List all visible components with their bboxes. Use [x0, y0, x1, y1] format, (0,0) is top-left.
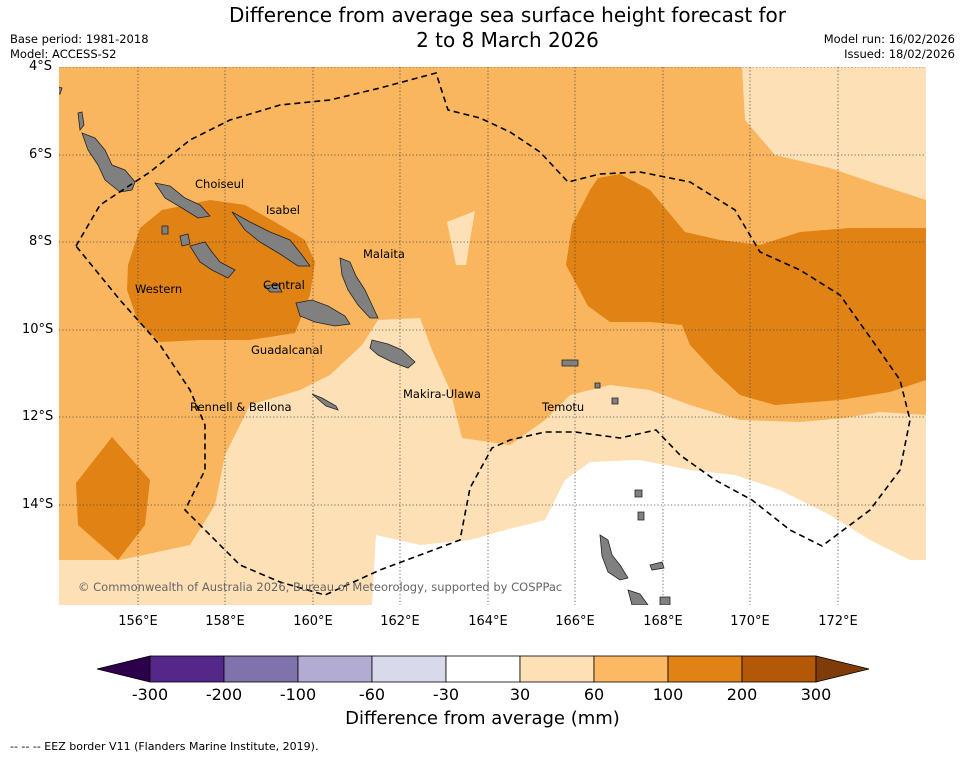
- region-label-makira-ulawa: Makira-Ulawa: [403, 387, 481, 401]
- island-banks: [634, 489, 643, 498]
- colorbar-bin-neg30-30: [445, 655, 521, 683]
- island-guadalcanal: [295, 299, 351, 327]
- colorbar-tick-neg300: -300: [131, 685, 169, 704]
- lat-label-12s: 12°S: [22, 409, 54, 424]
- island-utupua: [594, 382, 601, 389]
- colorbar-tick-60: 60: [583, 685, 605, 704]
- eez-footnote: -- -- -- EEZ border V11 (Flanders Marine…: [10, 740, 319, 753]
- island-vanikoro: [611, 397, 619, 405]
- lon-label-168e: 168°E: [643, 614, 683, 629]
- island-shortlands: [161, 225, 169, 235]
- region-label-malaita: Malaita: [363, 247, 405, 261]
- issued-date: Issued: 18/02/2026: [844, 47, 955, 61]
- sst-band-30-60-patch: [447, 211, 475, 265]
- graticule: [59, 67, 926, 605]
- eez-border: [75, 72, 911, 596]
- colorbar-title: Difference from average (mm): [345, 708, 620, 729]
- base-period: Base period: 1981-2018: [10, 32, 149, 46]
- island-new-ireland: [59, 86, 63, 95]
- colorbar-bin-100-200: [667, 655, 743, 683]
- island-pentecost: [659, 596, 671, 605]
- colorbar-tick-neg30: -30: [432, 685, 460, 704]
- island-choiseul: [154, 182, 211, 219]
- island-espiritu-santo: [599, 534, 629, 581]
- title-line-1: Difference from average sea surface heig…: [228, 3, 787, 27]
- lon-label-164e: 164°E: [468, 614, 508, 629]
- colorbar-bin-neg100-neg60: [297, 655, 373, 683]
- island-makira: [369, 339, 416, 369]
- lat-label-10s: 10°S: [22, 322, 54, 337]
- region-label-western: Western: [135, 282, 183, 296]
- colorbar-extend-min: [96, 655, 151, 683]
- lon-label-170e: 170°E: [730, 614, 770, 629]
- colorbar-tick-neg100: -100: [279, 685, 317, 704]
- colorbar-tick-neg200: -200: [205, 685, 243, 704]
- sst-band-30-60-ne: [742, 67, 926, 200]
- colorbar-tick-300: 300: [800, 685, 832, 704]
- title-line-2: 2 to 8 March 2026: [416, 28, 599, 52]
- colorbar-bin-neg200-neg100: [223, 655, 299, 683]
- island-bougainville: [81, 132, 136, 193]
- meta-left: Base period: 1981-2018 Model: ACCESS-S2: [10, 32, 149, 62]
- colorbar-tick-100: 100: [652, 685, 684, 704]
- region-label-rennell-bellona: Rennell & Bellona: [190, 400, 292, 414]
- map-title: Difference from average sea surface heig…: [0, 3, 965, 53]
- colorbar-bin-30-60: [519, 655, 595, 683]
- region-label-temotu: Temotu: [542, 400, 585, 414]
- region-label-isabel: Isabel: [266, 203, 301, 217]
- model-run: Model run: 16/02/2026: [823, 32, 955, 46]
- island-rennell: [311, 393, 339, 411]
- lon-label-160e: 160°E: [293, 614, 333, 629]
- lon-label-156e: 156°E: [118, 614, 158, 629]
- lon-label-162e: 162°E: [380, 614, 420, 629]
- island-santa-cruz: [561, 359, 579, 367]
- lat-label-4s: 4°S: [28, 59, 52, 74]
- island-vella: [179, 233, 191, 247]
- island-nissan: [77, 111, 85, 131]
- lon-label-172e: 172°E: [818, 614, 858, 629]
- island-malakula: [627, 589, 649, 605]
- copyright-notice: © Commonwealth of Australia 2026, Bureau…: [78, 580, 563, 594]
- model-name: Model: ACCESS-S2: [10, 47, 117, 61]
- colorbar-bin-60-100: [593, 655, 669, 683]
- island-torres: [637, 511, 645, 521]
- meta-right: Model run: 16/02/2026 Issued: 18/02/2026: [824, 32, 955, 62]
- region-label-guadalcanal: Guadalcanal: [251, 343, 323, 357]
- colorbar: [96, 655, 870, 683]
- colorbar-tick-30: 30: [509, 685, 531, 704]
- island-central: [264, 283, 283, 293]
- sst-band-100-200-sw: [76, 437, 150, 560]
- island-malaita: [339, 257, 379, 319]
- colorbar-extend-max: [815, 655, 870, 683]
- lat-label-8s: 8°S: [28, 234, 52, 249]
- sst-band-100-200-e: [566, 174, 926, 405]
- lon-label-158e: 158°E: [205, 614, 245, 629]
- island-isabel: [231, 211, 311, 267]
- colorbar-tick-200: 200: [726, 685, 758, 704]
- lat-label-14s: 14°S: [22, 497, 54, 512]
- lon-label-166e: 166°E: [555, 614, 595, 629]
- colorbar-bin-neg60-neg30: [371, 655, 447, 683]
- colorbar-tick-neg60: -60: [358, 685, 386, 704]
- region-label-choiseul: Choiseul: [195, 177, 245, 191]
- region-label-central: Central: [263, 278, 305, 292]
- island-maewo: [649, 561, 665, 571]
- island-new-georgia: [189, 241, 236, 279]
- land-masses: [59, 86, 671, 605]
- colorbar-bin-200-300: [741, 655, 817, 683]
- sst-neutral-se: [372, 460, 926, 605]
- lat-label-6s: 6°S: [28, 147, 52, 162]
- colorbar-bin-neg300-neg200: [149, 655, 225, 683]
